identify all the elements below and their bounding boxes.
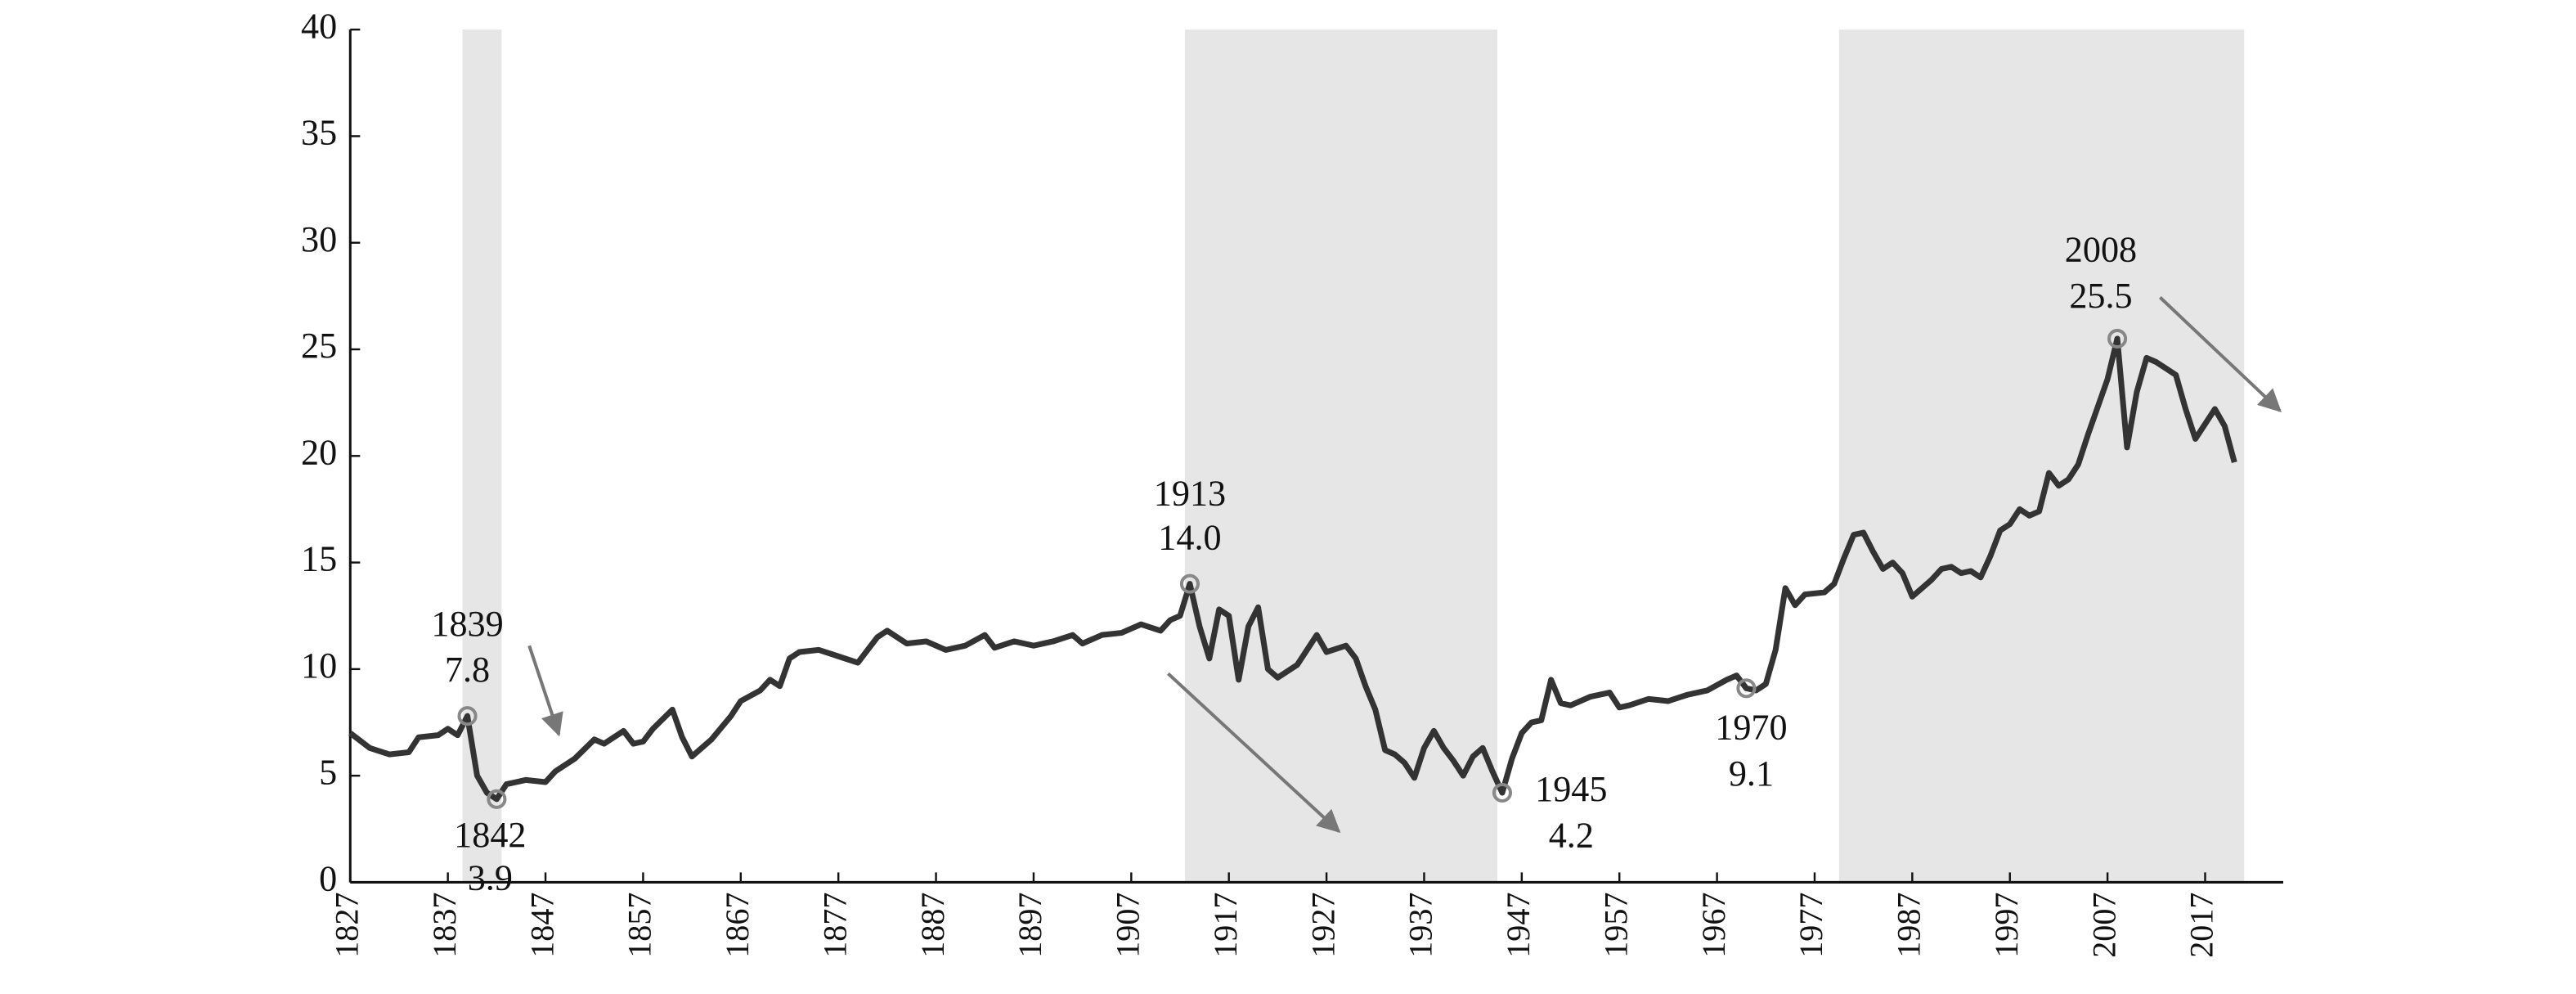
x-tick-label: 1907 bbox=[1110, 892, 1147, 957]
annotation-point bbox=[457, 706, 478, 726]
x-tick-label: 1917 bbox=[1207, 892, 1244, 957]
y-tick-label: 10 bbox=[301, 645, 337, 686]
annotation-point bbox=[1492, 782, 1513, 803]
x-tick-label: 1977 bbox=[1793, 892, 1829, 957]
annotation-label: 1842 bbox=[454, 815, 526, 855]
annotation-label: 9.1 bbox=[1729, 753, 1774, 794]
annotation-label: 3.9 bbox=[468, 857, 513, 897]
annotation-label: 1945 bbox=[1535, 769, 1607, 809]
y-tick-label: 35 bbox=[301, 113, 337, 153]
x-tick-label: 1967 bbox=[1695, 892, 1732, 957]
annotation-label: 25.5 bbox=[2069, 276, 2132, 316]
y-tick-label: 0 bbox=[319, 859, 337, 899]
y-tick-label: 30 bbox=[301, 219, 337, 259]
arrow bbox=[2159, 296, 2282, 412]
annotation-point bbox=[1736, 678, 1757, 699]
x-tick-label: 1827 bbox=[328, 892, 365, 957]
x-tick-label: 1937 bbox=[1402, 892, 1439, 957]
y-tick-label: 15 bbox=[301, 539, 337, 579]
x-tick-label: 1947 bbox=[1500, 892, 1537, 957]
arrow bbox=[527, 645, 563, 737]
annotation-label: 1913 bbox=[1154, 473, 1226, 513]
shaded-period bbox=[462, 29, 502, 883]
x-tick-label: 1957 bbox=[1597, 892, 1634, 957]
x-tick-label: 1927 bbox=[1304, 892, 1341, 957]
x-tick-label: 1897 bbox=[1012, 892, 1048, 957]
arrows bbox=[527, 296, 2282, 834]
y-tick-label: 25 bbox=[301, 326, 337, 366]
annotation-point bbox=[487, 789, 507, 809]
data-line bbox=[348, 335, 2237, 803]
annotation-label: 1970 bbox=[1715, 708, 1787, 748]
x-tick-label: 2007 bbox=[2085, 892, 2122, 957]
y-tick-label: 5 bbox=[319, 752, 337, 792]
x-tick-label: 1867 bbox=[719, 892, 756, 957]
x-tick-label: 1997 bbox=[1988, 892, 2025, 957]
x-tick-label: 1987 bbox=[1891, 892, 1928, 957]
y-tick-label: 40 bbox=[301, 6, 337, 46]
y-tick-label: 20 bbox=[301, 432, 337, 472]
x-tick-label: 1847 bbox=[523, 892, 560, 957]
annotation-point bbox=[2107, 328, 2128, 349]
x-tick-label: 1837 bbox=[426, 892, 463, 957]
annotation-label: 2008 bbox=[2065, 230, 2137, 270]
annotation-label: 1839 bbox=[431, 604, 503, 644]
annotation-label: 4.2 bbox=[1549, 815, 1594, 855]
annotation-label: 14.0 bbox=[1158, 518, 1221, 558]
x-tick-label: 1887 bbox=[914, 892, 951, 957]
shaded-period bbox=[1838, 29, 2245, 883]
annotation-label: 7.8 bbox=[445, 650, 490, 690]
shaded-period bbox=[1184, 29, 1497, 883]
annotation-point bbox=[1179, 573, 1200, 594]
x-tick-label: 2017 bbox=[2183, 892, 2220, 957]
x-tick-label: 1857 bbox=[622, 892, 658, 957]
x-tick-label: 1877 bbox=[816, 892, 853, 957]
arrow bbox=[1167, 672, 1341, 834]
